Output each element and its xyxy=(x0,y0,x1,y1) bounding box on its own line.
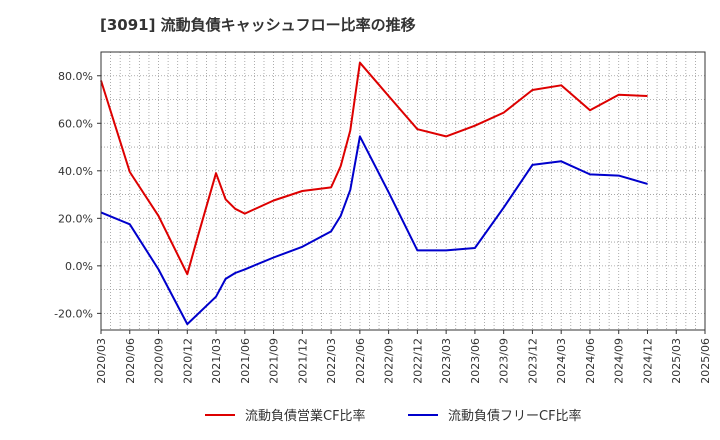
x-tick-label: 2022/06 xyxy=(354,338,367,384)
x-tick-label: 2021/06 xyxy=(239,338,252,384)
y-axis: -20.0% 0.0% 20.0% 40.0% 60.0% 80.0% xyxy=(54,70,101,320)
series-line-2 xyxy=(100,135,648,326)
x-tick-label: 2022/12 xyxy=(411,338,424,384)
series-line-1 xyxy=(100,61,648,276)
x-tick-label: 2023/06 xyxy=(469,338,482,384)
plot-frame xyxy=(100,51,706,331)
y-tick-label: 20.0% xyxy=(58,212,93,225)
y-tick-label: 60.0% xyxy=(58,117,93,130)
grid xyxy=(101,51,705,330)
x-axis: 2020/03 2020/06 2020/09 2020/12 2021/03 2021/… xyxy=(95,330,712,384)
x-tick-label: 2025/03 xyxy=(670,338,683,384)
x-tick-label: 2020/12 xyxy=(181,338,194,384)
y-tick-label: 80.0% xyxy=(58,70,93,83)
x-tick-label: 2024/12 xyxy=(641,338,654,384)
x-tick-label: 2025/06 xyxy=(699,338,712,384)
x-tick-label: 2023/12 xyxy=(526,338,539,384)
legend-label-1: 流動負債営業CF比率 xyxy=(245,408,366,424)
chart-title: [3091] 流動負債キャッシュフロー比率の推移 xyxy=(100,16,416,34)
x-tick-label: 2021/03 xyxy=(210,338,223,384)
x-tick-label: 2024/03 xyxy=(555,338,568,384)
y-tick-label: -20.0% xyxy=(54,307,93,320)
x-tick-label: 2024/09 xyxy=(613,338,626,384)
legend: 流動負債営業CF比率 流動負債フリーCF比率 xyxy=(205,408,582,424)
x-tick-label: 2020/09 xyxy=(153,338,166,384)
x-tick-label: 2021/12 xyxy=(296,338,309,384)
x-tick-label: 2022/03 xyxy=(325,338,338,384)
x-tick-label: 2023/09 xyxy=(498,338,511,384)
x-tick-label: 2020/06 xyxy=(124,338,137,384)
x-tick-label: 2024/06 xyxy=(584,338,597,384)
y-tick-label: 40.0% xyxy=(58,165,93,178)
x-tick-label: 2023/03 xyxy=(440,338,453,384)
series-layer xyxy=(100,61,648,326)
y-tick-label: 0.0% xyxy=(65,260,93,273)
legend-label-2: 流動負債フリーCF比率 xyxy=(448,408,582,424)
x-tick-label: 2022/09 xyxy=(383,338,396,384)
x-tick-label: 2021/09 xyxy=(268,338,281,384)
x-tick-label: 2020/03 xyxy=(95,338,108,384)
